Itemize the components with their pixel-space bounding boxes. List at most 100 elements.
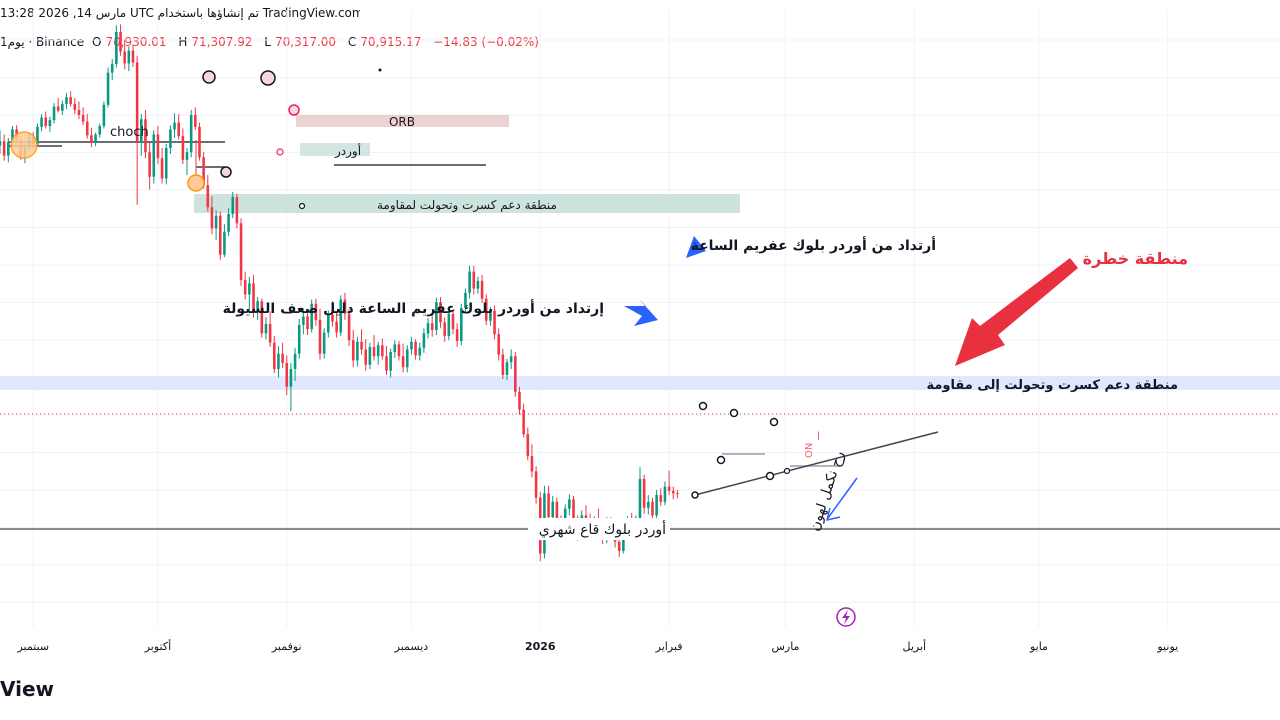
candle-body	[410, 341, 413, 350]
pattern-label-red: ا	[817, 430, 820, 443]
tradingview-logo-text: View	[0, 677, 55, 701]
ascending-trendline[interactable]	[694, 431, 939, 496]
candle-body	[547, 493, 550, 518]
order-zone-small[interactable]	[300, 143, 370, 156]
candle-body	[140, 119, 143, 143]
snapshot-caption: مارس 14, 2026 13:28 UTC تم إنشاؤها باستخ…	[0, 6, 360, 20]
candle-body	[73, 103, 77, 110]
candle-body	[227, 214, 230, 232]
candle-body	[505, 362, 509, 375]
x-tick-label: فبراير	[655, 640, 683, 653]
candle-body	[7, 142, 10, 156]
change-value: −14.83 (−0.02%)	[433, 35, 539, 49]
candle-body	[343, 299, 347, 314]
candle-body	[202, 157, 205, 186]
candle-body	[451, 313, 455, 330]
candlestick-series	[0, 24, 679, 562]
swing-marker	[783, 467, 791, 475]
candle-body	[331, 314, 334, 322]
support-zone-bottom-label[interactable]: منطقة دعم كسرت وتحولت إلى مقاومة	[927, 378, 1179, 393]
candle-body	[314, 303, 318, 320]
candle-body	[447, 313, 451, 336]
lightning-icon[interactable]	[836, 607, 856, 627]
candle-body	[164, 147, 168, 179]
swing-marker	[765, 471, 775, 481]
candle-body	[61, 103, 64, 111]
candle-body	[493, 310, 496, 335]
candle-body	[115, 32, 118, 65]
candle-body	[285, 363, 289, 387]
bounce-4h-right-label[interactable]: أرتداد من أوردر بلوك عفريم الساعة	[691, 236, 936, 254]
candle-body	[293, 353, 297, 369]
candle-body	[480, 280, 484, 299]
candle-body	[414, 341, 417, 356]
candle-body	[77, 109, 81, 115]
candle-body	[514, 356, 517, 392]
candle-body	[210, 207, 214, 229]
swing-marker	[691, 491, 699, 499]
candle-body	[231, 197, 235, 215]
choch-label[interactable]: choch	[110, 125, 149, 140]
candle-body	[40, 117, 43, 127]
time-axis[interactable]: سبتمبر أكتوبر نوفمبر ديسمبر 2026 فبراير مارس أب…	[16, 639, 1178, 653]
candle-body	[372, 346, 376, 357]
candle-body	[642, 479, 646, 508]
candle-body	[530, 456, 534, 472]
candle-body	[551, 501, 555, 518]
candle-body	[501, 354, 505, 375]
candle-body	[94, 134, 97, 143]
candle-body	[169, 129, 172, 148]
candle-body	[106, 72, 110, 105]
bounce-4h-left-label[interactable]: إرتداد من أوردر بلوك عفريم الساعة دليل ص…	[223, 299, 604, 317]
candle-body	[36, 126, 39, 145]
candle-body	[198, 126, 201, 158]
support-zone-top[interactable]	[194, 194, 740, 213]
support-zone-top-label[interactable]: منطقة دعم كسرت وتحولت لمقاومة	[377, 198, 557, 213]
candle-body	[0, 141, 2, 146]
x-tick-label: أبريل	[902, 639, 926, 653]
candle-body	[302, 316, 305, 325]
pivot-low-marker	[298, 202, 306, 210]
candle-body	[360, 341, 363, 350]
candle-body	[555, 501, 559, 524]
orb-label[interactable]: ORB	[389, 115, 415, 129]
monthly-order-block-label[interactable]: أوردر بلوك قاع شهري	[539, 520, 666, 538]
pivot-high-marker	[202, 70, 216, 84]
candle-body	[160, 158, 164, 179]
candle-body	[622, 531, 625, 551]
candle-body	[189, 114, 193, 153]
candle-body	[347, 313, 351, 341]
candle-body	[356, 341, 359, 361]
candle-body	[156, 134, 160, 159]
candle-body	[44, 117, 48, 126]
candle-body	[393, 344, 397, 353]
order-small-label[interactable]: أوردر	[334, 143, 361, 159]
price-chart[interactable]: choch ORB أوردر منطقة دعم كسرت وتحولت لم…	[0, 0, 1280, 670]
candle-body	[252, 283, 255, 313]
low-label: L	[264, 35, 271, 49]
danger-zone-label[interactable]: منطقة خطرة	[1083, 249, 1188, 268]
candle-body	[310, 303, 313, 330]
candle-body	[264, 324, 268, 334]
candle-body	[239, 223, 243, 281]
pivot-markers[interactable]	[10, 68, 791, 499]
candle-body	[443, 322, 446, 336]
thin-blue-arrow-icon	[825, 477, 858, 522]
candle-body	[110, 64, 114, 73]
candle-body	[289, 368, 293, 387]
pivot-marker-pink	[288, 104, 300, 116]
candle-body	[647, 501, 650, 508]
x-tick-label: أكتوبر	[144, 639, 171, 653]
candle-body	[468, 271, 471, 293]
candle-body	[522, 409, 525, 435]
candle-body	[584, 515, 588, 518]
symbol-label[interactable]: يوم1 · Binance	[0, 35, 85, 49]
close-value: 70,915.17	[360, 35, 422, 49]
candle-body	[102, 104, 106, 126]
resistance-band[interactable]	[0, 376, 1280, 390]
chart-grid	[0, 10, 1280, 628]
orb-zone[interactable]	[296, 115, 509, 127]
pivot-high-marker	[260, 70, 276, 86]
candle-body	[223, 231, 226, 255]
pivot-low-orange-large	[10, 131, 38, 159]
